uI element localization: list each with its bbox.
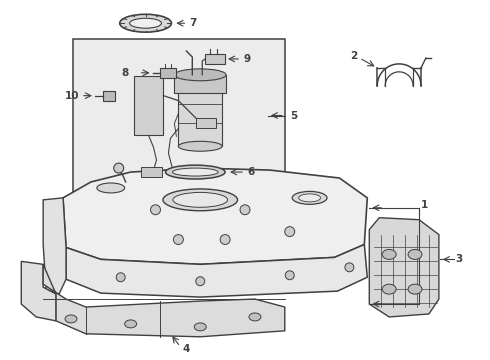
Ellipse shape bbox=[124, 320, 137, 328]
Text: 8: 8 bbox=[122, 68, 129, 78]
Ellipse shape bbox=[178, 141, 222, 151]
Circle shape bbox=[240, 205, 250, 215]
Bar bbox=[103, 91, 115, 100]
Circle shape bbox=[116, 273, 125, 282]
Bar bbox=[174, 75, 226, 93]
Polygon shape bbox=[369, 218, 439, 317]
Ellipse shape bbox=[172, 168, 218, 176]
Circle shape bbox=[345, 263, 354, 272]
Bar bbox=[73, 39, 285, 192]
Bar bbox=[205, 54, 225, 64]
Polygon shape bbox=[43, 198, 66, 294]
Circle shape bbox=[285, 271, 294, 280]
Text: 2: 2 bbox=[350, 51, 357, 61]
Ellipse shape bbox=[195, 323, 206, 331]
Text: 5: 5 bbox=[290, 111, 297, 121]
Ellipse shape bbox=[299, 194, 320, 202]
Ellipse shape bbox=[120, 14, 172, 32]
Ellipse shape bbox=[97, 183, 124, 193]
Ellipse shape bbox=[173, 192, 227, 207]
Bar bbox=[178, 91, 222, 146]
Ellipse shape bbox=[408, 249, 422, 260]
Text: 6: 6 bbox=[247, 167, 254, 177]
Text: 1: 1 bbox=[421, 200, 428, 210]
Circle shape bbox=[285, 227, 294, 237]
Ellipse shape bbox=[292, 192, 327, 204]
Text: 9: 9 bbox=[243, 54, 250, 64]
Circle shape bbox=[150, 205, 161, 215]
Ellipse shape bbox=[130, 18, 162, 28]
Circle shape bbox=[220, 235, 230, 244]
Circle shape bbox=[196, 277, 205, 286]
Ellipse shape bbox=[382, 284, 396, 294]
Ellipse shape bbox=[65, 315, 77, 323]
Text: 3: 3 bbox=[456, 255, 463, 264]
Text: 10: 10 bbox=[65, 91, 79, 101]
Ellipse shape bbox=[163, 189, 238, 211]
Circle shape bbox=[114, 163, 123, 173]
Bar bbox=[161, 68, 176, 78]
Circle shape bbox=[173, 235, 183, 244]
Ellipse shape bbox=[249, 313, 261, 321]
Polygon shape bbox=[66, 244, 368, 297]
Polygon shape bbox=[63, 168, 368, 264]
Bar bbox=[141, 167, 163, 177]
Ellipse shape bbox=[408, 284, 422, 294]
Polygon shape bbox=[43, 264, 285, 337]
Polygon shape bbox=[21, 261, 56, 321]
Text: 7: 7 bbox=[189, 18, 196, 28]
Ellipse shape bbox=[174, 69, 226, 81]
Bar bbox=[196, 118, 216, 129]
Ellipse shape bbox=[382, 249, 396, 260]
Text: 4: 4 bbox=[182, 344, 190, 354]
Bar bbox=[134, 76, 164, 135]
Ellipse shape bbox=[166, 165, 225, 179]
